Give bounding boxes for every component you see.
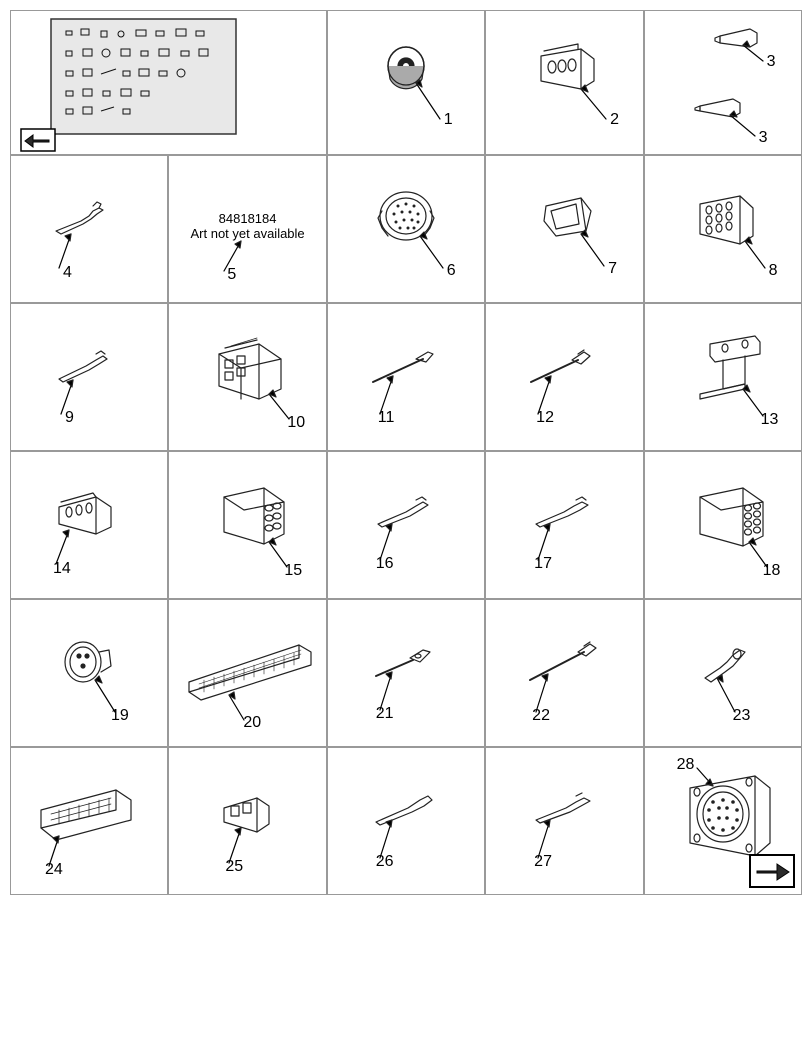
label-8: 8 (769, 262, 778, 280)
part-pin-terminal-b (11, 304, 169, 452)
part-triangular-plug (486, 156, 644, 304)
label-26: 26 (376, 853, 394, 871)
label-18: 18 (763, 562, 781, 580)
part-bracket-mount (645, 304, 803, 452)
label-22: 22 (532, 707, 550, 725)
label-3a: 3 (767, 53, 776, 71)
label-4: 4 (63, 264, 72, 282)
part-pin-needle-a (328, 304, 486, 452)
label-11: 11 (378, 409, 395, 427)
part-wide-header (11, 748, 169, 896)
leader-5 (169, 156, 327, 304)
cell-17: 17 (485, 451, 643, 599)
part-small-plug (169, 748, 327, 896)
cell-16: 16 (327, 451, 485, 599)
label-17: 17 (534, 555, 552, 573)
label-19: 19 (111, 707, 129, 725)
part-pin-needle-c (328, 600, 486, 748)
label-6: 6 (447, 262, 456, 280)
hero-overview-cell (10, 10, 327, 155)
label-3b: 3 (759, 129, 768, 147)
cell-28: 28 (644, 747, 802, 895)
label-16: 16 (376, 555, 394, 573)
label-23: 23 (733, 707, 751, 725)
part-pin-needle-b (486, 304, 644, 452)
cell-6: 6 (327, 155, 485, 303)
part-pin-terminal-a (11, 156, 169, 304)
cell-22: 22 (485, 599, 643, 747)
label-24: 24 (45, 861, 63, 879)
part-pin-needle-d (486, 600, 644, 748)
label-15: 15 (284, 562, 302, 580)
part-pin-terminal-e (328, 748, 486, 896)
part-socket-6way (169, 452, 327, 600)
cell-10: 10 (168, 303, 326, 451)
label-13: 13 (761, 411, 779, 429)
cell-1: 1 (327, 10, 485, 155)
part-sensor-probe (645, 600, 803, 748)
hero-illustration (11, 11, 327, 156)
cell-27: 27 (485, 747, 643, 895)
cell-15: 15 (168, 451, 326, 599)
cell-24: 24 (10, 747, 168, 895)
cell-21: 21 (327, 599, 485, 747)
label-27: 27 (534, 853, 552, 871)
label-12: 12 (536, 409, 554, 427)
label-1: 1 (444, 111, 453, 129)
part-connector-3pin (486, 11, 644, 156)
label-20: 20 (243, 714, 261, 732)
cell-26: 26 (327, 747, 485, 895)
cell-4: 4 (10, 155, 168, 303)
part-pin-terminal-f (486, 748, 644, 896)
cell-18: 18 (644, 451, 802, 599)
label-2: 2 (610, 111, 619, 129)
nav-next-icon[interactable] (749, 854, 795, 888)
cell-9: 9 (10, 303, 168, 451)
part-multi-socket-block (645, 156, 803, 304)
part-pin-terminal-c (328, 452, 486, 600)
cell-8: 8 (644, 155, 802, 303)
label-10: 10 (287, 414, 305, 432)
cell-12: 12 (485, 303, 643, 451)
cell-25: 25 (168, 747, 326, 895)
part-round-3pin (11, 600, 169, 748)
cell-19: 19 (10, 599, 168, 747)
cell-20: 20 (168, 599, 326, 747)
label-25: 25 (225, 858, 243, 876)
part-pin-terminal-d (486, 452, 644, 600)
label-5: 5 (227, 266, 236, 284)
cell-3: 3 3 (644, 10, 802, 155)
cell-13: 13 (644, 303, 802, 451)
label-21: 21 (376, 705, 394, 723)
cell-5: 84818184 Art not yet available 5 (168, 155, 326, 303)
cell-14: 14 (10, 451, 168, 599)
part-round-multipin (328, 156, 486, 304)
cell-23: 23 (644, 599, 802, 747)
label-7: 7 (608, 260, 617, 278)
nav-back-icon[interactable] (21, 129, 55, 151)
parts-grid: 1 2 3 3 (10, 10, 802, 1043)
cell-11: 11 (327, 303, 485, 451)
part-cylinder-sleeve (328, 11, 486, 156)
cell-2: 2 (485, 10, 643, 155)
label-14: 14 (53, 560, 71, 578)
part-connector-3pin-b (11, 452, 169, 600)
cell-7: 7 (485, 155, 643, 303)
part-dual-clips (645, 11, 803, 156)
label-9: 9 (65, 409, 74, 427)
